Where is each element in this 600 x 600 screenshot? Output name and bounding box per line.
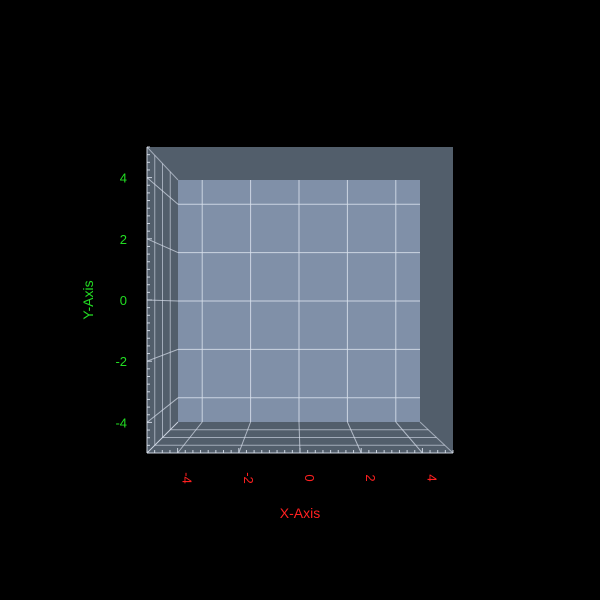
perspective-lines <box>146 146 454 454</box>
y-tick-label: 0 <box>120 293 127 308</box>
corner-edge <box>146 146 179 181</box>
minor-ticks <box>146 146 454 454</box>
y-axis-label: Y-Axis <box>80 280 96 319</box>
corner-edge <box>419 421 454 454</box>
y-tick-label: 4 <box>120 171 127 186</box>
x-tick-label: 2 <box>363 474 378 481</box>
x-tick-label: -4 <box>180 472 195 484</box>
gridlines <box>178 180 420 422</box>
corner-edge <box>146 421 179 454</box>
x-tick-label: -2 <box>241 472 256 484</box>
x-tick-labels: -4 -2 0 2 4 <box>180 472 440 484</box>
y-tick-label: -2 <box>115 354 127 369</box>
x-tick-label: 4 <box>424 474 439 481</box>
y-tick-label: -4 <box>115 415 127 430</box>
y-tick-labels: -4 -2 0 2 4 <box>115 171 127 431</box>
x-tick-label: 0 <box>302 474 317 481</box>
y-tick-label: 2 <box>120 232 127 247</box>
x-axis-label: X-Axis <box>280 505 320 521</box>
